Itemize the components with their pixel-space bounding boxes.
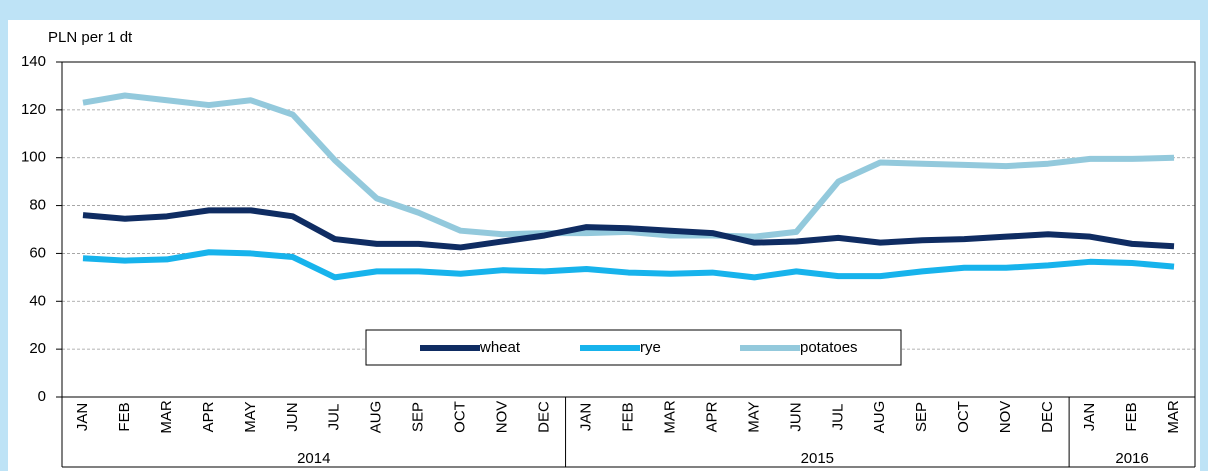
legend-label: wheat: [479, 339, 521, 356]
x-tick-label: JAN: [578, 403, 595, 431]
y-tick-label: 120: [21, 101, 46, 118]
panel: [8, 20, 1200, 471]
y-tick-label: 40: [29, 292, 46, 309]
x-tick-label: SEP: [410, 402, 427, 432]
y-tick-label: 60: [29, 244, 46, 261]
x-tick-label: MAR: [661, 400, 678, 434]
x-tick-label: JUL: [829, 404, 846, 431]
x-group-label: 2015: [801, 450, 834, 467]
x-tick-label: MAY: [745, 401, 762, 432]
x-tick-label: JUN: [787, 402, 804, 431]
y-tick-label: 140: [21, 53, 46, 70]
line: [82, 207, 1175, 251]
x-tick-label: AUG: [871, 401, 888, 434]
y-tick-label: 20: [29, 340, 46, 357]
line: [82, 249, 1175, 281]
x-tick-label: JAN: [1081, 403, 1098, 431]
plot-border: [61, 61, 1196, 398]
x-tick-label: FEB: [1123, 402, 1140, 431]
x-tick-label: OCT: [955, 401, 972, 433]
y-tick-label: 80: [29, 197, 46, 214]
x-tick-label: DEC: [536, 401, 553, 433]
x-tick-label: MAR: [1165, 400, 1182, 434]
x-tick-label: JAN: [74, 403, 91, 431]
y-tick-label: 100: [21, 149, 46, 166]
line: [82, 92, 1175, 240]
x-tick-label: MAY: [242, 401, 259, 432]
x-tick-label: OCT: [452, 401, 469, 433]
x-tick-label: JUN: [284, 402, 301, 431]
y-axis-label: PLN per 1 dt: [48, 29, 133, 46]
x-group-label: 2014: [297, 450, 330, 467]
x-tick-label: APR: [703, 401, 720, 432]
x-tick-label: MAR: [158, 400, 175, 434]
x-group-label: 2016: [1115, 450, 1148, 467]
x-tick-label: JUL: [326, 404, 343, 431]
legend-label: rye: [640, 339, 661, 356]
x-tick-label: FEB: [619, 402, 636, 431]
legend-label: potatoes: [800, 339, 858, 356]
x-tick-label: FEB: [116, 402, 133, 431]
x-tick-label: NOV: [997, 401, 1014, 434]
x-tick-label: SEP: [913, 402, 930, 432]
y-tick-label: 0: [38, 388, 46, 405]
x-tick-label: AUG: [368, 401, 385, 434]
x-tick-label: APR: [200, 401, 217, 432]
x-tick-label: DEC: [1039, 401, 1056, 433]
x-tick-label: NOV: [494, 401, 511, 434]
